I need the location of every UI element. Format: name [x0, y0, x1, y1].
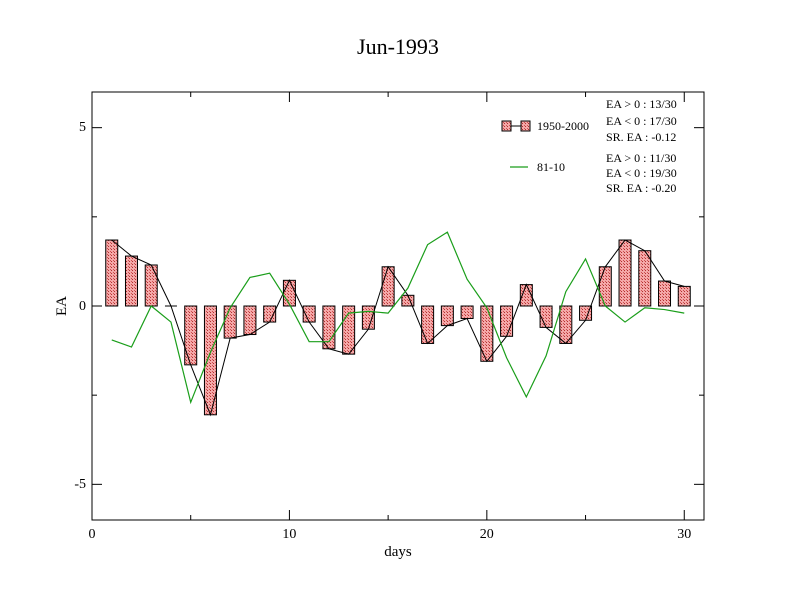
- bar: [460, 305, 474, 319]
- bar: [282, 279, 296, 307]
- bar: [658, 280, 672, 307]
- bar: [105, 239, 119, 307]
- stats-annotation: EA > 0 : 13/30 EA < 0 : 17/30 SR. EA : -…: [606, 97, 677, 195]
- x-tick-label: 10: [282, 527, 296, 542]
- stat-line: EA < 0 : 19/30: [606, 166, 677, 180]
- stat-line: EA > 0 : 13/30: [606, 97, 677, 111]
- y-tick-label: -5: [74, 477, 86, 492]
- bar: [361, 305, 375, 330]
- bar: [124, 255, 138, 307]
- x-tick-label: 0: [89, 527, 96, 542]
- legend: 1950-2000 81-10: [501, 119, 589, 174]
- x-tick-label: 30: [677, 527, 691, 542]
- bar: [440, 305, 454, 327]
- legend-swatch-right: [520, 120, 531, 132]
- x-tick-label: 20: [480, 527, 494, 542]
- y-axis-label: EA: [54, 296, 70, 316]
- stat-line: EA > 0 : 11/30: [606, 151, 676, 165]
- line-series: [111, 231, 685, 417]
- bar: [223, 305, 237, 339]
- legend-swatch-left: [501, 120, 512, 132]
- bar: [144, 264, 158, 307]
- bar: [598, 266, 612, 307]
- line-1950-2000: [111, 239, 685, 417]
- line-81-10: [111, 231, 685, 405]
- bar: [618, 239, 632, 307]
- bar: [243, 305, 257, 336]
- stat-line: SR. EA : -0.20: [606, 181, 676, 195]
- axis-ticks: [91, 92, 704, 520]
- legend-label-81-10: 81-10: [537, 160, 565, 174]
- bar: [500, 305, 514, 337]
- bar: [184, 305, 198, 366]
- bar: [421, 305, 435, 344]
- x-axis-label: days: [384, 544, 412, 560]
- legend-label-1950-2000: 1950-2000: [537, 119, 589, 133]
- bar: [638, 250, 652, 307]
- chart-title: Jun-1993: [357, 34, 439, 59]
- stat-line: EA < 0 : 17/30: [606, 114, 677, 128]
- bar-series-1950-2000: [105, 239, 691, 416]
- y-tick-label: 5: [79, 120, 86, 135]
- stat-line: SR. EA : -0.12: [606, 130, 676, 144]
- bar: [677, 285, 691, 307]
- y-tick-label: 0: [79, 299, 86, 314]
- bar: [539, 305, 553, 328]
